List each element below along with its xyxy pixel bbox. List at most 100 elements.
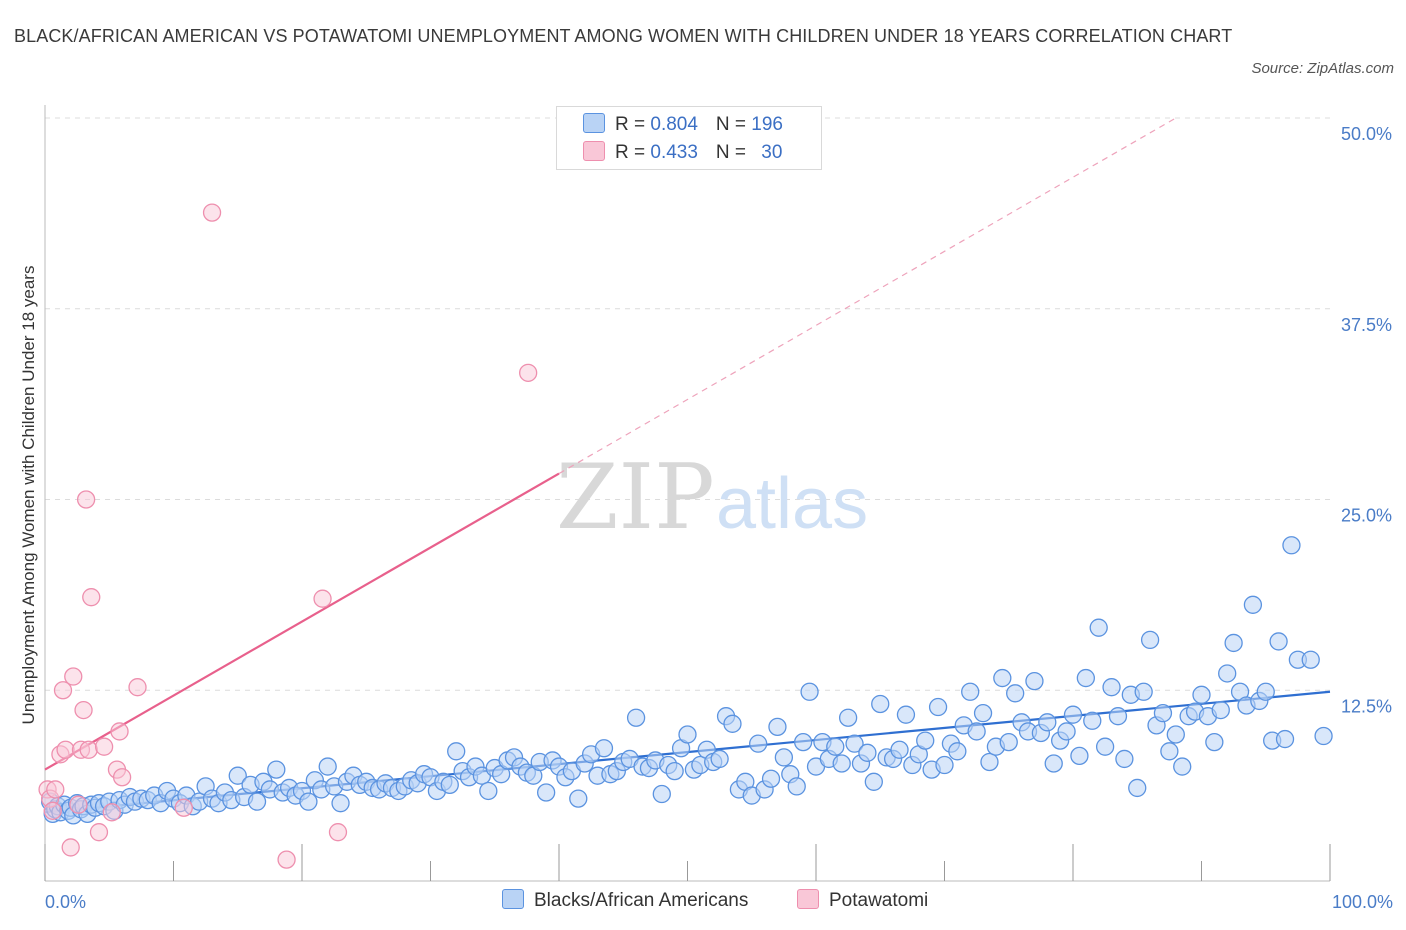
point-blacks: [800, 682, 819, 701]
point-blacks: [858, 743, 877, 762]
point-blacks: [749, 734, 768, 753]
y-axis-label: Unemployment Among Women with Children U…: [19, 266, 38, 725]
point-blacks: [1211, 700, 1230, 720]
point-blacks: [331, 794, 350, 813]
point-blacks: [973, 703, 993, 723]
legend-row-potawatomi: R = 0.433 N = 30: [583, 141, 782, 167]
point-blacks: [723, 714, 742, 733]
point-blacks: [761, 769, 781, 788]
point-blacks: [768, 717, 787, 737]
point-blacks: [1044, 754, 1063, 773]
legend-swatch-pink: [583, 141, 605, 161]
legend-n-label: N =: [715, 142, 752, 163]
point-blacks: [1057, 722, 1076, 741]
point-blacks: [1070, 746, 1089, 766]
point-blacks: [1115, 749, 1134, 769]
legend-item-blacks[interactable]: Blacks/African Americans: [502, 889, 748, 912]
point-blacks: [267, 760, 286, 779]
point-blacks: [864, 772, 883, 791]
y-tick-label: 37.5%: [1341, 315, 1392, 335]
point-potawatomi: [313, 589, 332, 608]
point-blacks: [1166, 725, 1185, 744]
point-blacks: [961, 682, 980, 701]
point-blacks: [1038, 713, 1057, 732]
point-blacks: [678, 725, 697, 744]
point-blacks: [652, 784, 671, 804]
point-potawatomi: [519, 363, 538, 382]
point-blacks: [665, 761, 684, 781]
grid-lines: [45, 117, 1330, 691]
legend-n-value: 196: [751, 114, 783, 135]
point-blacks: [916, 731, 935, 750]
point-blacks: [1102, 678, 1121, 697]
point-blacks: [1314, 726, 1333, 746]
point-blacks: [447, 742, 466, 761]
point-potawatomi: [89, 823, 109, 842]
point-blacks: [832, 754, 851, 773]
point-blacks: [787, 777, 806, 796]
legend-n-label: N =: [715, 114, 752, 135]
source-label: Source: ZipAtlas.com: [1251, 60, 1394, 77]
axes: [44, 105, 1331, 882]
point-blacks: [1243, 595, 1263, 614]
point-potawatomi: [82, 588, 101, 607]
point-blacks: [794, 732, 813, 752]
tick-labels: 12.5% 25.0% 37.5% 50.0% 0.0% 100.0%: [45, 124, 1393, 912]
trend-line-potawatomi: [44, 472, 560, 771]
point-blacks: [1160, 742, 1179, 761]
point-blacks: [479, 781, 498, 801]
point-potawatomi: [112, 768, 132, 787]
point-blacks: [980, 752, 999, 772]
point-blacks: [247, 792, 267, 811]
correlation-legend: R = 0.804 N = 196 R = 0.433 N = 30: [556, 106, 822, 170]
point-blacks: [710, 749, 729, 769]
y-tick-label: 50.0%: [1341, 124, 1392, 144]
point-blacks: [1301, 650, 1320, 669]
legend-swatch-blue: [502, 889, 524, 909]
point-blacks: [774, 748, 794, 767]
legend-n-value: 30: [761, 142, 783, 163]
watermark-zip: ZIP: [556, 445, 715, 550]
point-blacks: [299, 792, 318, 811]
point-potawatomi: [79, 740, 98, 759]
point-potawatomi: [110, 722, 129, 741]
point-blacks: [999, 732, 1018, 752]
point-blacks: [1282, 536, 1301, 555]
point-blacks: [1128, 778, 1147, 798]
x-tick-label: 0.0%: [45, 892, 86, 912]
point-blacks: [1256, 682, 1275, 701]
point-blacks: [826, 737, 845, 756]
legend-row-blacks: R = 0.804 N = 196: [583, 113, 783, 139]
point-potawatomi: [102, 803, 121, 822]
point-potawatomi: [64, 667, 83, 686]
point-blacks: [594, 739, 614, 758]
point-potawatomi: [174, 798, 193, 817]
chart-title: BLACK/AFRICAN AMERICAN VS POTAWATOMI UNE…: [14, 26, 1233, 46]
series-legend: Blacks/African Americans Potawatomi: [0, 889, 1406, 915]
point-blacks: [845, 734, 864, 753]
point-blacks: [1140, 630, 1160, 650]
point-blacks: [1205, 732, 1224, 752]
point-blacks: [1134, 682, 1153, 701]
legend-item-potawatomi[interactable]: Potawatomi: [797, 889, 928, 912]
point-blacks: [838, 708, 858, 727]
point-potawatomi: [202, 203, 222, 222]
point-blacks: [1275, 729, 1295, 749]
point-potawatomi: [328, 823, 348, 842]
point-blacks: [569, 789, 588, 808]
point-blacks: [1089, 618, 1108, 637]
legend-swatch-pink: [797, 889, 819, 909]
watermark: ZIP atlas: [556, 445, 868, 550]
point-potawatomi: [128, 678, 147, 697]
point-blacks: [967, 722, 986, 741]
point-blacks: [1218, 664, 1237, 683]
point-blacks: [626, 708, 646, 727]
point-blacks: [1083, 711, 1102, 730]
point-potawatomi: [74, 700, 93, 720]
y-tick-label: 25.0%: [1341, 506, 1392, 526]
point-potawatomi: [277, 850, 296, 869]
point-blacks: [1173, 757, 1192, 776]
point-blacks: [537, 783, 556, 802]
point-potawatomi: [46, 780, 65, 799]
watermark-atlas: atlas: [716, 464, 868, 544]
